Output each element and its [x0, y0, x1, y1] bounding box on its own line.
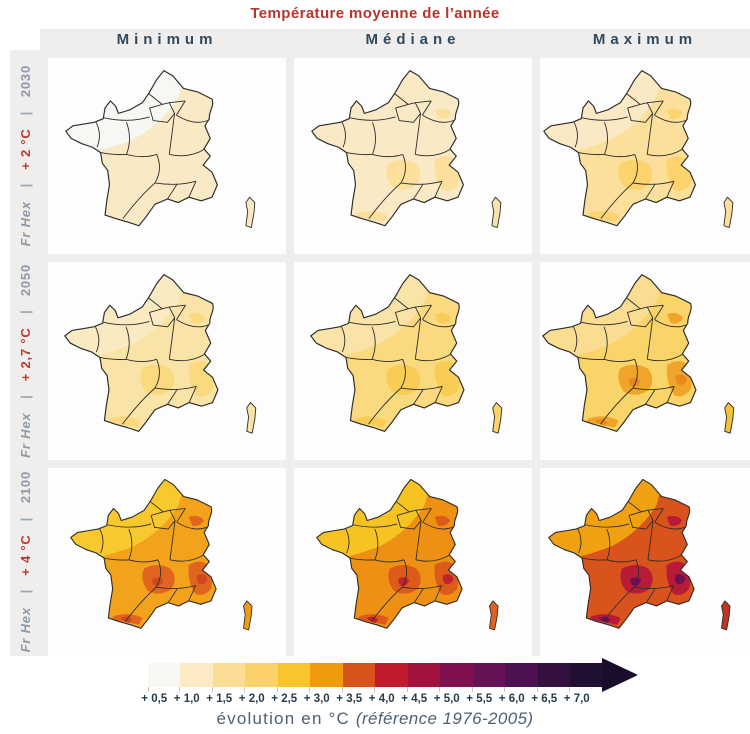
france-map: [542, 273, 735, 434]
scale-segment: [375, 663, 408, 687]
scale-segment: [570, 663, 603, 687]
map-2050-maximum: [540, 262, 750, 460]
map-2030-mediane: [294, 58, 532, 254]
scale-segment: [440, 663, 473, 687]
scale-caption: évolution en °C (référence 1976-2005): [216, 709, 534, 728]
grid-corner: [10, 29, 40, 50]
scale-ticks: [147, 687, 603, 692]
scale-label: + 2,0: [238, 693, 265, 705]
map-2050-mediane: [294, 262, 532, 460]
scale-label: + 3,0: [303, 693, 330, 705]
column-header-minimum: Minimum: [48, 29, 286, 50]
scale-label: + 5,5: [466, 693, 493, 705]
scale-label: + 1,5: [206, 693, 233, 705]
france-map: [310, 273, 503, 434]
france-map: [547, 479, 731, 631]
scale-arrow-icon: [601, 658, 638, 692]
scale-label: + 6,0: [498, 693, 525, 705]
scale-labels: + 0,5 + 1,0 + 1,5 + 2,0 + 2,5 + 3,0 + 3,5 + 4,0…: [138, 693, 606, 705]
france-map: [65, 69, 256, 228]
scale-segment: [180, 663, 213, 687]
row-label-text: Fr Hex | + 2 °C | 2030: [17, 65, 33, 247]
row-label-2030: Fr Hex | + 2 °C | 2030: [10, 58, 40, 254]
column-header-maximum: Maximum: [540, 29, 750, 50]
map-2050-minimum: [48, 262, 286, 460]
row-label-2050: Fr Hex | + 2,7 °C | 2050: [10, 262, 40, 460]
france-map: [64, 273, 257, 434]
scale-label: + 6,5: [531, 693, 558, 705]
scale-segment: [472, 663, 505, 687]
scale-segment: [147, 663, 180, 687]
row-label-2100: Fr Hex | + 4 °C | 2100: [10, 468, 40, 656]
scale-label: + 4,0: [368, 693, 395, 705]
scale-segment: [537, 663, 570, 687]
scale-segment: [310, 663, 343, 687]
map-2100-mediane: [294, 468, 532, 656]
france-map: [543, 69, 734, 228]
scale-label: + 4,5: [401, 693, 428, 705]
scale-segment: [212, 663, 245, 687]
france-map: [311, 69, 502, 228]
scale-label: + 2,5: [271, 693, 298, 705]
scale-segment: [245, 663, 278, 687]
scale-segment: [277, 663, 310, 687]
scale-caption-reference: (référence 1976-2005): [355, 709, 534, 728]
row-label-text: Fr Hex | + 2,7 °C | 2050: [17, 264, 33, 458]
figure-title: Température moyenne de l’année: [250, 5, 500, 22]
map-2100-minimum: [48, 468, 286, 656]
row-label-text: Fr Hex | + 4 °C | 2100: [17, 471, 33, 653]
france-map: [69, 479, 253, 631]
scale-segment: [342, 663, 375, 687]
map-2030-minimum: [48, 58, 286, 254]
france-map: [315, 479, 499, 631]
scale-segment: [505, 663, 538, 687]
map-2100-maximum: [540, 468, 750, 656]
map-2030-maximum: [540, 58, 750, 254]
scale-label: + 1,0: [173, 693, 200, 705]
color-scale-legend: + 0,5 + 1,0 + 1,5 + 2,0 + 2,5 + 3,0 + 3,5 + 4,0…: [0, 658, 750, 729]
scale-label: + 0,5: [141, 693, 168, 705]
scale-segment: [407, 663, 440, 687]
map-grid: Minimum Médiane Maximum Fr Hex | + 2 °C …: [10, 29, 750, 656]
column-header-mediane: Médiane: [294, 29, 532, 50]
scale-label: + 3,5: [336, 693, 363, 705]
color-scale-bar: [147, 658, 638, 692]
scale-label: + 7,0: [563, 693, 590, 705]
scale-label: + 5,0: [433, 693, 460, 705]
